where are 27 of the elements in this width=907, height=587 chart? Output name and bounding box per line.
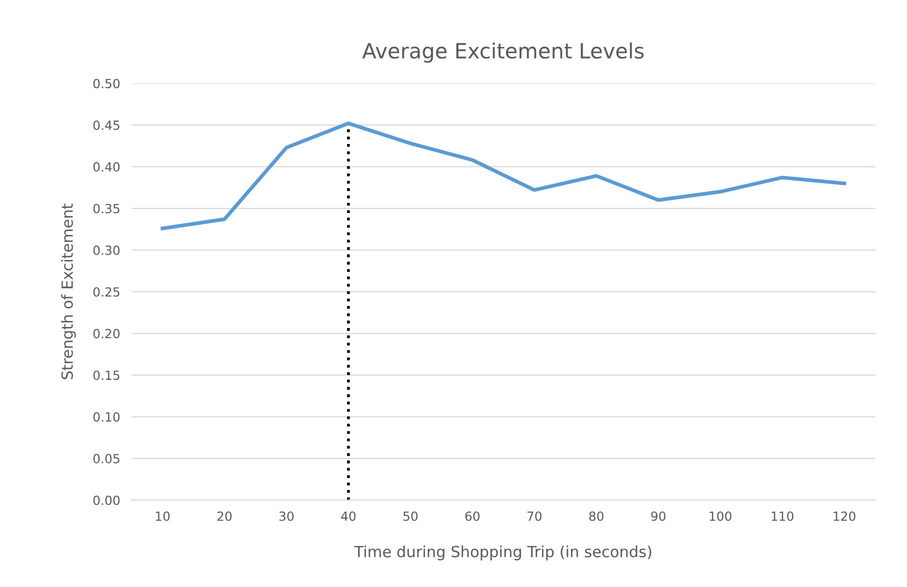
y-tick-label: 0.00: [93, 496, 120, 506]
line-series: [160, 122, 846, 230]
x-tick-label: 60: [465, 511, 480, 521]
y-tick-label: 0.40: [93, 162, 120, 172]
y-tick-label: 0.20: [93, 328, 120, 338]
y-tick-label: 0.25: [93, 287, 120, 297]
x-tick-label: 30: [279, 511, 294, 521]
x-tick-label: 10: [156, 511, 170, 521]
x-axis-title: Time during Shopping Trip (in seconds): [354, 546, 652, 560]
x-tick-label: 100: [710, 511, 732, 521]
x-tick-label: 80: [589, 511, 604, 521]
x-tick-label: 90: [651, 511, 666, 521]
y-tick-label: 0.45: [93, 120, 120, 130]
chart-title: Average Excitement Levels: [362, 42, 644, 63]
y-tick-label: 0.50: [93, 78, 120, 88]
x-tick-label: 70: [527, 511, 542, 521]
y-tick-label: 0.30: [93, 246, 120, 255]
x-tick-label: 40: [341, 511, 356, 521]
x-tick-label: 110: [772, 511, 794, 521]
y-tick-label: 0.05: [93, 454, 120, 464]
y-tick-label: 0.35: [93, 204, 120, 214]
x-tick-label: 120: [834, 511, 856, 521]
y-axis-title: Strength of Excitement: [61, 204, 76, 380]
y-tick-label: 0.10: [93, 412, 120, 422]
x-tick-label: 50: [403, 511, 418, 521]
x-tick-label: 20: [217, 511, 232, 521]
y-tick-label: 0.15: [93, 370, 120, 380]
